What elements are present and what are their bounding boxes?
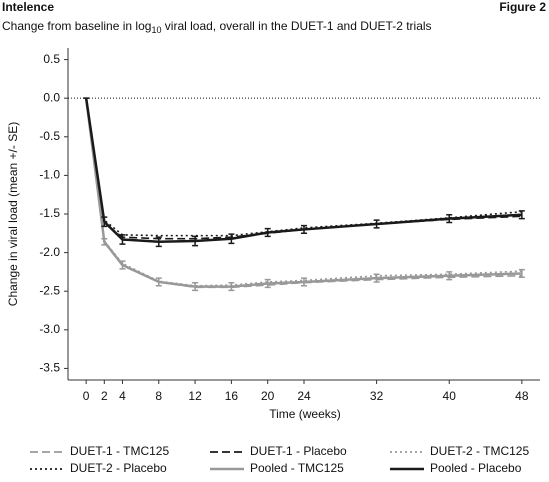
x-tick-label: 0	[83, 389, 90, 403]
subtitle-part: viral load, overall in the DUET-1 and DU…	[161, 19, 431, 33]
error-bar	[119, 260, 126, 270]
y-tick-label: -3.5	[39, 361, 60, 375]
series-line	[84, 98, 522, 288]
legend-label: Pooled - TMC125	[250, 461, 344, 475]
y-tick-label: -0.5	[39, 129, 60, 143]
page-title: Intelence	[2, 0, 54, 14]
y-tick-label: -1.0	[39, 168, 60, 182]
x-tick-label: 16	[225, 389, 239, 403]
y-axis-label: Change in viral load (mean +/- SE)	[6, 122, 20, 306]
y-tick-label: -2.5	[39, 283, 60, 297]
error-bar	[301, 224, 307, 235]
y-tick-label: -1.5	[39, 206, 60, 220]
legend-label: Pooled - Placebo	[430, 461, 522, 475]
x-tick-label: 20	[261, 389, 275, 403]
error-bar	[192, 281, 199, 292]
error-bar	[155, 236, 162, 248]
y-tick-label: -2.0	[39, 245, 60, 259]
error-bar	[264, 227, 271, 238]
y-tick-label: -3.0	[39, 322, 60, 336]
figure-label: Figure 2	[499, 0, 546, 14]
legend-label: DUET-2 - Placebo	[70, 461, 167, 475]
error-bar	[301, 277, 307, 287]
error-bar	[264, 278, 271, 289]
legend-label: DUET-1 - Placebo	[250, 444, 347, 458]
legend-label: DUET-1 - TMC125	[70, 444, 169, 458]
error-bar	[228, 233, 235, 245]
error-bar	[192, 235, 199, 247]
subtitle-subscript: 10	[151, 25, 161, 35]
error-bar	[101, 216, 108, 228]
subtitle: Change from baseline in log10 viral load…	[2, 19, 432, 35]
error-bar	[155, 277, 162, 287]
series-line	[84, 98, 522, 244]
y-tick-label: 0.5	[43, 52, 60, 66]
error-bar	[518, 210, 525, 220]
y-tick-label: 0.0	[43, 90, 60, 104]
error-bar	[446, 214, 453, 224]
error-bar	[518, 268, 525, 279]
legend-label: DUET-2 - TMC125	[430, 444, 529, 458]
x-tick-label: 40	[443, 389, 457, 403]
x-tick-label: 2	[101, 389, 108, 403]
series-line	[85, 98, 522, 287]
x-tick-label: 48	[515, 389, 529, 403]
x-axis-label: Time (weeks)	[269, 407, 341, 421]
subtitle-part: Change from baseline in log	[2, 19, 151, 33]
x-tick-label: 8	[155, 389, 162, 403]
series-line	[85, 98, 522, 237]
error-bar	[373, 273, 380, 283]
x-tick-label: 32	[370, 389, 384, 403]
error-bar	[101, 237, 108, 246]
error-bar	[228, 281, 235, 292]
x-tick-label: 12	[188, 389, 202, 403]
error-bar	[373, 219, 380, 229]
series-line	[85, 98, 522, 289]
error-bar	[119, 234, 126, 245]
x-tick-label: 4	[119, 389, 126, 403]
x-tick-label: 24	[297, 389, 311, 403]
error-bar	[446, 271, 453, 281]
